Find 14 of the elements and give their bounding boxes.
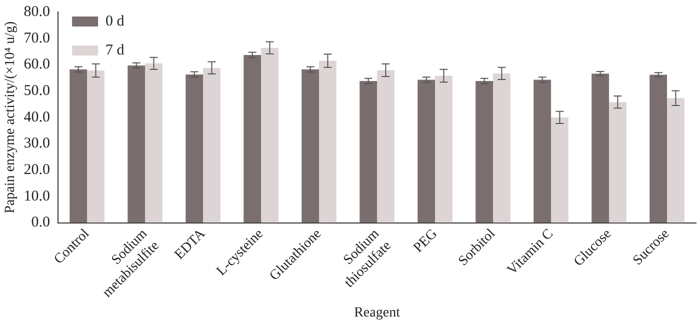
- x-axis-title: Reagent: [354, 305, 400, 320]
- y-tick-label: 30.0: [24, 136, 50, 152]
- legend-label: 0 d: [106, 13, 125, 30]
- legend-label: 7 d: [106, 42, 125, 58]
- y-tick-label: 10.0: [24, 188, 50, 204]
- y-tick-label: 80.0: [24, 4, 50, 20]
- y-tick-label: 0.0: [31, 214, 50, 231]
- x-tick-label: PEG: [411, 226, 440, 256]
- y-tick-label: 40.0: [24, 109, 50, 126]
- y-tick-label: 60.0: [24, 56, 50, 73]
- y-tick-label: 20.0: [24, 162, 50, 178]
- y-tick-label: 50.0: [24, 82, 50, 99]
- y-tick-label: 70.0: [24, 30, 50, 46]
- y-axis-title: Papain enzyme activity/(×10⁴ u/g): [3, 21, 18, 214]
